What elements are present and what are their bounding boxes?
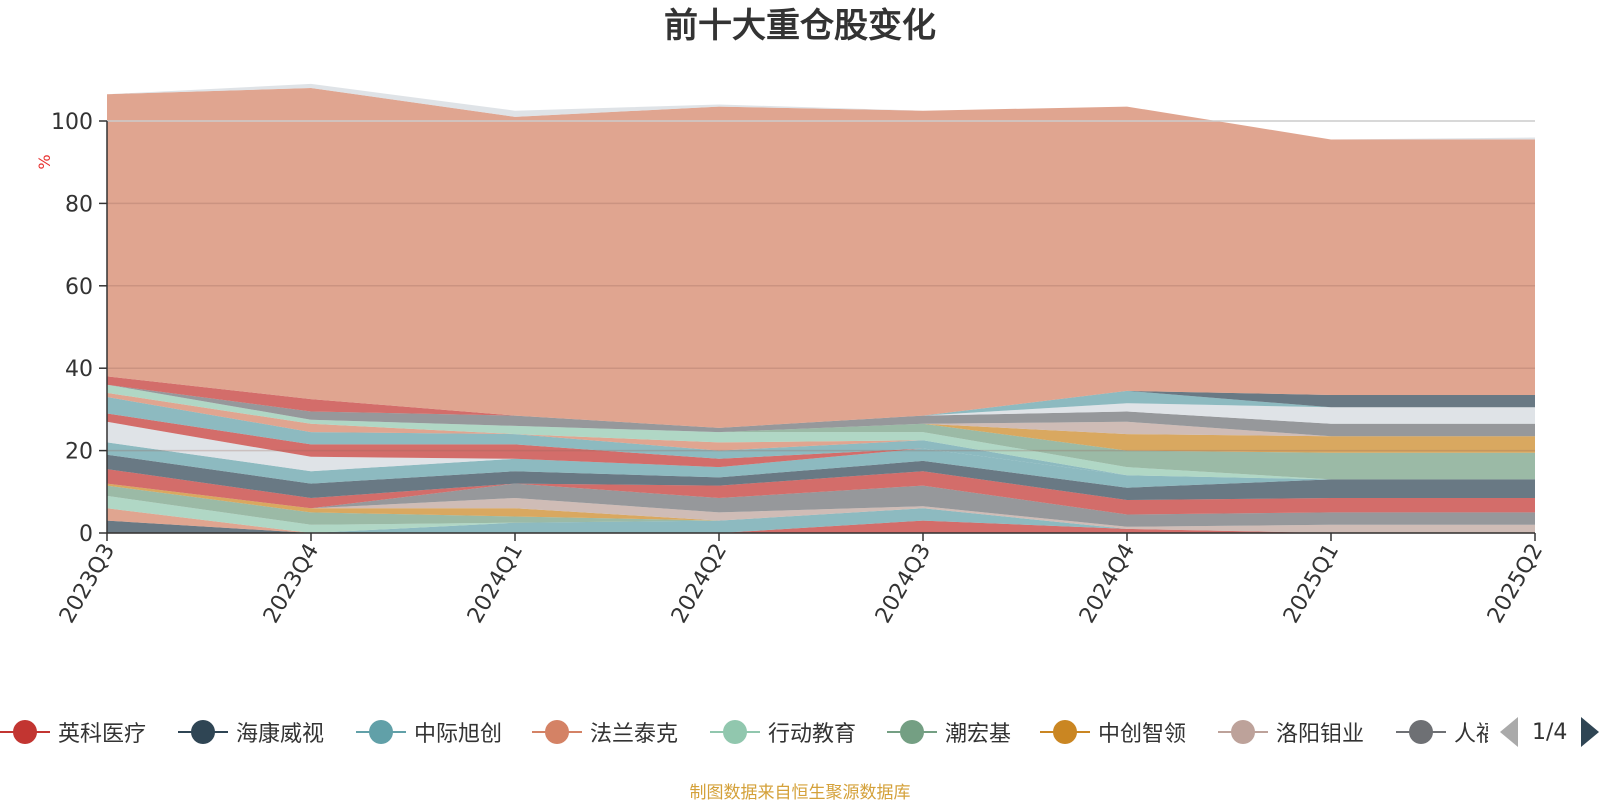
legend-marker-dot (723, 720, 747, 744)
area-series-5 (107, 495, 1535, 533)
x-tick-label-2024Q1: 2024Q1 (463, 540, 528, 628)
y-tick-label-60: 60 (65, 275, 93, 300)
legend-marker-dot (191, 720, 215, 744)
legend-marker-icon (178, 720, 228, 744)
area-series-24 (107, 384, 1535, 428)
legend-marker-icon (1218, 720, 1268, 744)
legend-prev-page-icon[interactable] (1500, 717, 1518, 747)
legend-item[interactable]: 潮宏基 (887, 712, 1011, 752)
area-series-8 (107, 483, 1535, 533)
legend-next-page-icon[interactable] (1581, 717, 1600, 747)
legend-item[interactable]: 英科医疗 (0, 712, 146, 752)
legend-page-indicator: 1/4 (1532, 719, 1568, 745)
legend-viewport: 英科医疗 海康威视 中际旭创 法兰泰克 行动教育 潮宏基 中创智领 洛阳钼业 人福医药 (0, 712, 1488, 752)
y-tick-label-40: 40 (65, 357, 93, 382)
area-series-11 (107, 469, 1535, 515)
legend-item[interactable]: 洛阳钼业 (1218, 712, 1364, 752)
legend-item[interactable]: 法兰泰克 (532, 712, 678, 752)
area-series (107, 83, 1535, 533)
area-series-6 (107, 485, 1535, 533)
area-series-3 (107, 508, 1535, 533)
legend-label: 潮宏基 (945, 722, 1012, 747)
legend-marker-icon (356, 720, 406, 744)
area-series-21 (107, 384, 1535, 453)
legend-marker-icon (887, 720, 937, 744)
legend-marker-icon (1396, 720, 1446, 744)
y-tick-label-80: 80 (65, 192, 93, 217)
stacked-area-chart: 0 20 40 60 80 100% 2023Q3 2023Q4 2024Q1 2024Q2 202… (35, 83, 1548, 628)
legend-marker-dot (1053, 720, 1077, 744)
legend-label: 法兰泰克 (590, 722, 679, 747)
area-series-25 (107, 384, 1535, 428)
legend-marker-dot (1409, 720, 1433, 744)
legend-marker-dot (545, 720, 569, 744)
legend-label: 中际旭创 (414, 722, 503, 747)
legend-label: 洛阳钼业 (1276, 722, 1365, 747)
x-tick-label-2024Q4: 2024Q4 (1075, 540, 1140, 628)
y-axis-label: % (35, 154, 54, 169)
x-tick-label-2023Q3: 2023Q3 (55, 540, 120, 628)
legend-label: 行动教育 (768, 722, 857, 747)
legend-item[interactable]: 人福医药 (1396, 712, 1488, 752)
chart-title: 前十大重仓股变化 (664, 6, 936, 46)
legend-item[interactable]: 中际旭创 (356, 712, 502, 752)
legend-marker-dot (1231, 720, 1255, 744)
x-tick-label-2023Q4: 2023Q4 (259, 540, 324, 628)
legend-marker-dot (900, 720, 924, 744)
legend-label: 人福医药 (1454, 722, 1488, 747)
legend-label: 海康威视 (236, 722, 325, 747)
legend-item[interactable]: 中创智领 (1040, 712, 1186, 752)
x-tick-label-2025Q1: 2025Q1 (1279, 540, 1344, 628)
legend-marker-icon (710, 720, 760, 744)
legend-item[interactable]: 海康威视 (178, 712, 324, 752)
legend-marker-dot (369, 720, 393, 744)
legend-item[interactable]: 行动教育 (710, 712, 856, 752)
data-source-note: 制图数据来自恒生聚源数据库 (689, 783, 911, 803)
legend-label: 中创智领 (1098, 722, 1187, 747)
area-series-23 (107, 384, 1535, 437)
area-series-2 (107, 520, 1535, 533)
legend-marker-icon (0, 720, 50, 744)
legend-label: 英科医疗 (58, 722, 147, 747)
area-series-13 (107, 442, 1535, 488)
legend-marker-icon (1040, 720, 1090, 744)
legend-marker-dot (13, 720, 37, 744)
area-series-9 (107, 483, 1535, 527)
y-tick-label-100: 100 (51, 110, 93, 135)
area-series-16 (107, 413, 1535, 480)
legend-marker-icon (532, 720, 582, 744)
x-tick-label-2025Q2: 2025Q2 (1483, 540, 1548, 628)
area-series-20 (107, 384, 1535, 480)
x-tick-label-2024Q3: 2024Q3 (871, 540, 936, 628)
area-series-12 (107, 454, 1535, 500)
legend-pager: 1/4 (1490, 712, 1600, 752)
area-series-29 (107, 83, 1535, 140)
legend: 英科医疗 海康威视 中际旭创 法兰泰克 行动教育 潮宏基 中创智领 洛阳钼业 人福医药 (0, 712, 1600, 752)
area-series-17 (107, 397, 1535, 480)
y-tick-label-0: 0 (79, 522, 93, 547)
x-tick-label-2024Q2: 2024Q2 (667, 540, 732, 628)
y-tick-label-20: 20 (65, 440, 93, 465)
area-series-28 (107, 88, 1535, 428)
